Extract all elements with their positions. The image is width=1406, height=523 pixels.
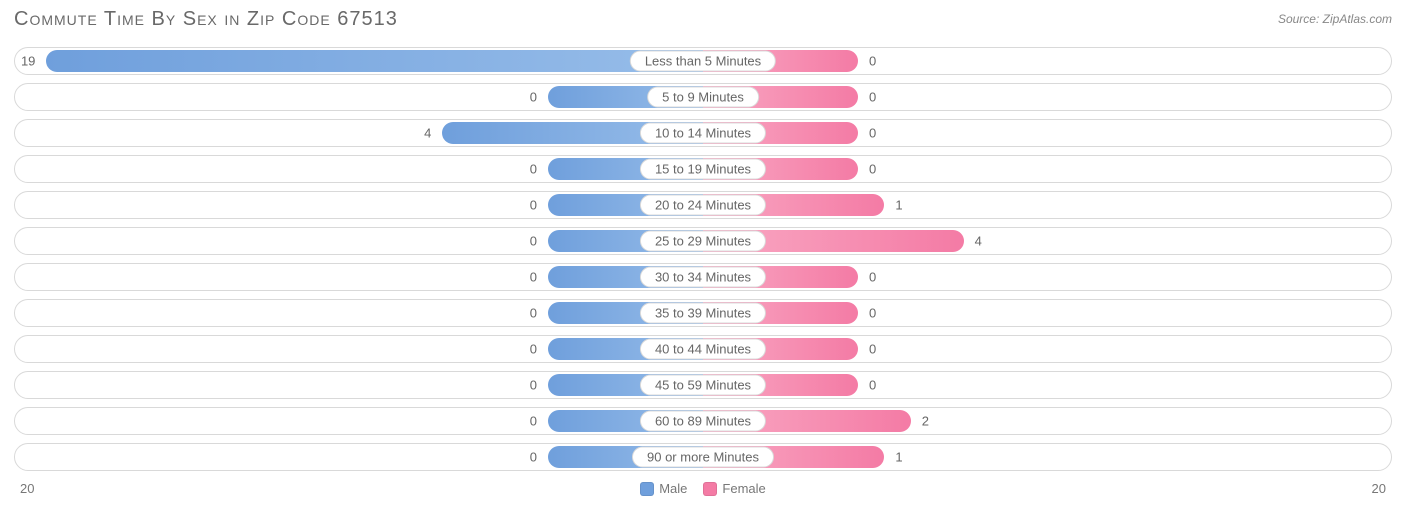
category-label: 15 to 19 Minutes [640,159,766,180]
legend-female-swatch [703,482,717,496]
female-value: 0 [869,54,876,69]
male-value: 0 [530,450,537,465]
female-value: 0 [869,126,876,141]
male-value: 4 [424,126,431,141]
chart-row: 30 to 34 Minutes 0 0 [14,263,1392,291]
chart-row: 60 to 89 Minutes 0 2 [14,407,1392,435]
male-value: 0 [530,378,537,393]
chart-row: 90 or more Minutes 0 1 [14,443,1392,471]
male-value: 0 [530,270,537,285]
chart-title: Commute Time By Sex in Zip Code 67513 [14,8,398,31]
category-label: 10 to 14 Minutes [640,123,766,144]
female-value: 0 [869,306,876,321]
axis-right-max: 20 [1372,481,1386,496]
axis-left-max: 20 [20,481,34,496]
chart-row: 15 to 19 Minutes 0 0 [14,155,1392,183]
female-value: 0 [869,270,876,285]
male-value: 0 [530,234,537,249]
legend-female: Female [703,481,765,496]
chart-row: 35 to 39 Minutes 0 0 [14,299,1392,327]
chart-source: Source: ZipAtlas.com [1278,8,1392,26]
category-label: 35 to 39 Minutes [640,303,766,324]
category-label: Less than 5 Minutes [630,51,776,72]
female-value: 0 [869,342,876,357]
category-label: 40 to 44 Minutes [640,339,766,360]
male-value: 0 [530,90,537,105]
male-value: 0 [530,342,537,357]
male-bar [46,50,703,72]
legend-male-swatch [640,482,654,496]
category-label: 90 or more Minutes [632,447,774,468]
chart-header: Commute Time By Sex in Zip Code 67513 So… [0,0,1406,37]
category-label: 30 to 34 Minutes [640,267,766,288]
chart-row: Less than 5 Minutes 19 0 [14,47,1392,75]
female-value: 0 [869,90,876,105]
legend-male: Male [640,481,687,496]
chart-row: 45 to 59 Minutes 0 0 [14,371,1392,399]
male-value: 0 [530,198,537,213]
male-value: 0 [530,162,537,177]
female-value: 0 [869,162,876,177]
female-value: 1 [895,198,902,213]
category-label: 5 to 9 Minutes [647,87,759,108]
female-value: 2 [922,414,929,429]
chart-area: Less than 5 Minutes1905 to 9 Minutes0010… [0,37,1406,471]
category-label: 45 to 59 Minutes [640,375,766,396]
legend-male-label: Male [659,481,687,496]
male-value: 19 [21,54,35,69]
chart-footer: 20 Male Female 20 [0,479,1406,496]
male-value: 0 [530,414,537,429]
category-label: 60 to 89 Minutes [640,411,766,432]
legend-female-label: Female [722,481,765,496]
chart-row: 10 to 14 Minutes 4 0 [14,119,1392,147]
chart-row: 25 to 29 Minutes 0 4 [14,227,1392,255]
legend: Male Female [640,481,766,496]
male-value: 0 [530,306,537,321]
female-value: 4 [975,234,982,249]
female-value: 1 [895,450,902,465]
category-label: 25 to 29 Minutes [640,231,766,252]
chart-row: 5 to 9 Minutes 0 0 [14,83,1392,111]
female-value: 0 [869,378,876,393]
category-label: 20 to 24 Minutes [640,195,766,216]
chart-row: 40 to 44 Minutes 0 0 [14,335,1392,363]
chart-row: 20 to 24 Minutes 0 1 [14,191,1392,219]
